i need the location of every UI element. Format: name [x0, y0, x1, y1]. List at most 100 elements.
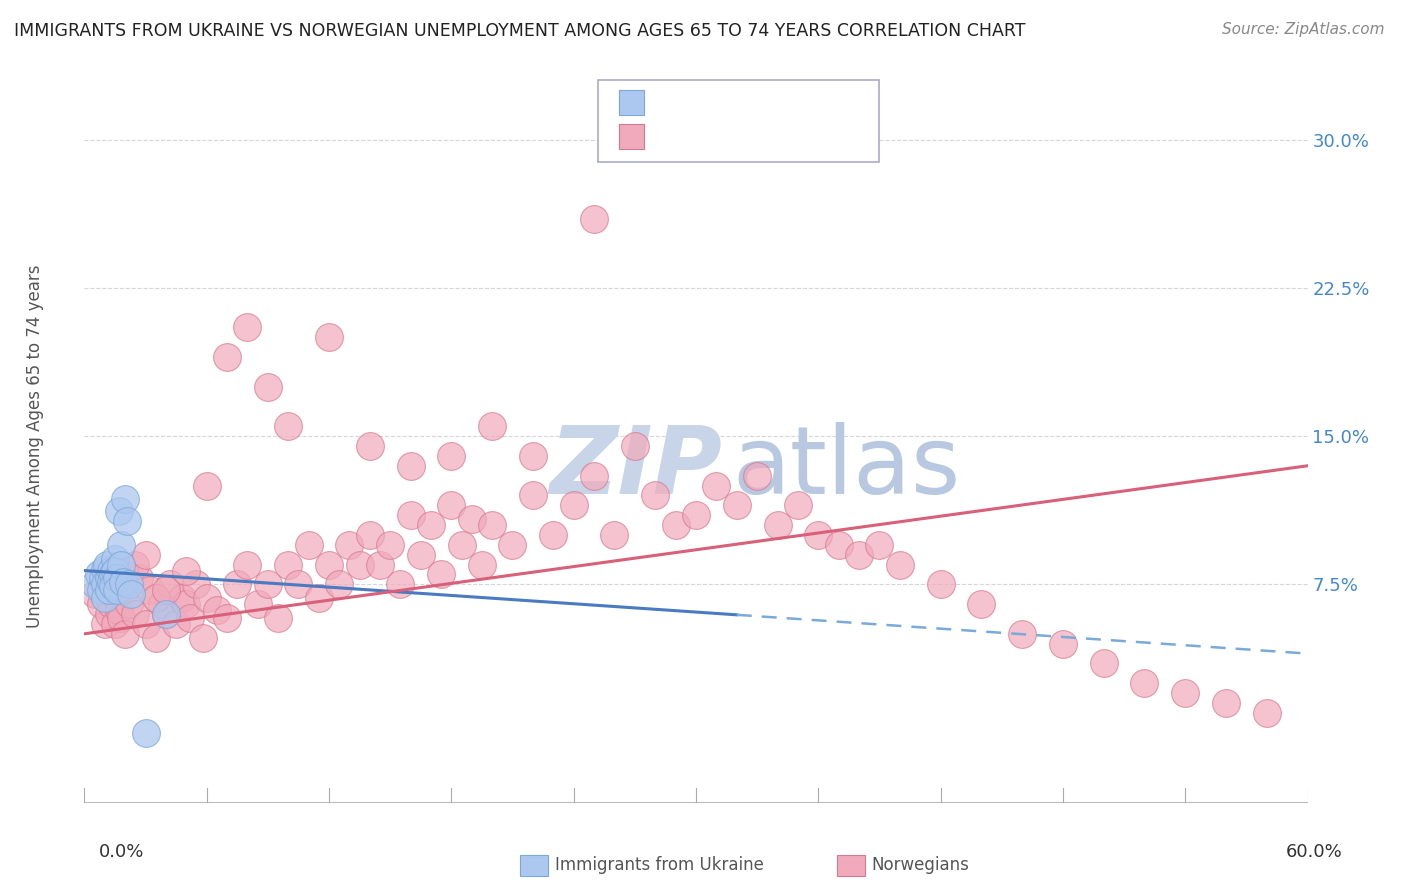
Point	[970, 597, 993, 611]
Point	[114, 567, 136, 582]
Point	[93, 591, 115, 606]
Point	[101, 567, 124, 582]
Point	[205, 603, 228, 617]
Point	[105, 571, 128, 585]
Point	[318, 330, 340, 344]
Point	[112, 575, 135, 590]
Point	[145, 631, 167, 645]
Point	[172, 591, 194, 606]
Point	[179, 611, 201, 625]
Point	[828, 538, 851, 552]
Point	[236, 558, 259, 572]
Point	[135, 616, 157, 631]
Point	[522, 488, 544, 502]
Point	[308, 591, 330, 606]
Point	[318, 558, 340, 572]
Point	[155, 607, 177, 621]
Point	[869, 538, 891, 552]
Point	[114, 492, 136, 507]
Point	[277, 558, 299, 572]
Text: R =: R =	[651, 94, 689, 112]
Point	[135, 548, 157, 562]
Text: atlas: atlas	[733, 422, 960, 514]
Text: Norwegians: Norwegians	[872, 856, 970, 874]
Point	[145, 591, 167, 606]
Point	[409, 548, 432, 562]
Point	[298, 538, 321, 552]
Point	[543, 528, 565, 542]
Point	[100, 564, 122, 578]
Point	[766, 518, 789, 533]
Point	[481, 419, 503, 434]
Point	[195, 478, 218, 492]
Point	[217, 611, 239, 625]
Point	[349, 558, 371, 572]
Point	[706, 478, 728, 492]
Point	[339, 538, 361, 552]
Point	[135, 725, 157, 739]
Point	[665, 518, 688, 533]
Point	[108, 603, 131, 617]
Point	[725, 498, 748, 512]
Point	[1133, 676, 1156, 690]
Point	[522, 449, 544, 463]
Point	[120, 587, 142, 601]
Point	[440, 449, 463, 463]
Point	[277, 419, 299, 434]
Point	[1052, 637, 1074, 651]
Point	[100, 575, 122, 590]
Point	[328, 577, 350, 591]
Point	[104, 587, 127, 601]
Point	[399, 458, 422, 473]
Point	[110, 538, 132, 552]
Point	[1256, 706, 1278, 720]
Point	[368, 558, 391, 572]
Point	[114, 627, 136, 641]
Text: 0.393: 0.393	[692, 128, 747, 145]
Point	[150, 597, 173, 611]
Point	[186, 577, 208, 591]
Point	[226, 577, 249, 591]
Point	[257, 577, 280, 591]
Point	[380, 538, 402, 552]
Point	[138, 583, 160, 598]
Point	[104, 564, 127, 578]
Point	[440, 498, 463, 512]
Point	[1011, 627, 1033, 641]
Point	[91, 571, 114, 585]
Point	[174, 564, 197, 578]
Point	[389, 577, 412, 591]
Point	[929, 577, 952, 591]
Point	[191, 631, 214, 645]
Point	[93, 616, 115, 631]
Text: IMMIGRANTS FROM UKRAINE VS NORWEGIAN UNEMPLOYMENT AMONG AGES 65 TO 74 YEARS CORR: IMMIGRANTS FROM UKRAINE VS NORWEGIAN UNE…	[14, 22, 1025, 40]
Point	[124, 607, 146, 621]
Text: 103: 103	[793, 128, 830, 145]
Point	[420, 518, 443, 533]
Point	[1174, 686, 1197, 700]
Point	[889, 558, 911, 572]
Point	[787, 498, 810, 512]
Point	[96, 558, 118, 572]
Point	[1092, 657, 1115, 671]
Text: 28: 28	[793, 94, 817, 112]
Point	[114, 583, 136, 598]
Point	[165, 616, 187, 631]
Text: Unemployment Among Ages 65 to 74 years: Unemployment Among Ages 65 to 74 years	[27, 264, 44, 628]
Point	[359, 528, 381, 542]
Point	[97, 583, 120, 598]
Point	[83, 587, 105, 601]
Point	[155, 607, 177, 621]
Point	[90, 583, 112, 598]
Point	[848, 548, 870, 562]
Point	[115, 514, 138, 528]
Point	[159, 577, 181, 591]
Text: -0.193: -0.193	[692, 94, 754, 112]
Point	[624, 439, 647, 453]
Point	[257, 380, 280, 394]
Text: 0.0%: 0.0%	[98, 843, 143, 861]
Point	[807, 528, 830, 542]
Point	[104, 616, 127, 631]
Point	[502, 538, 524, 552]
Point	[267, 611, 290, 625]
